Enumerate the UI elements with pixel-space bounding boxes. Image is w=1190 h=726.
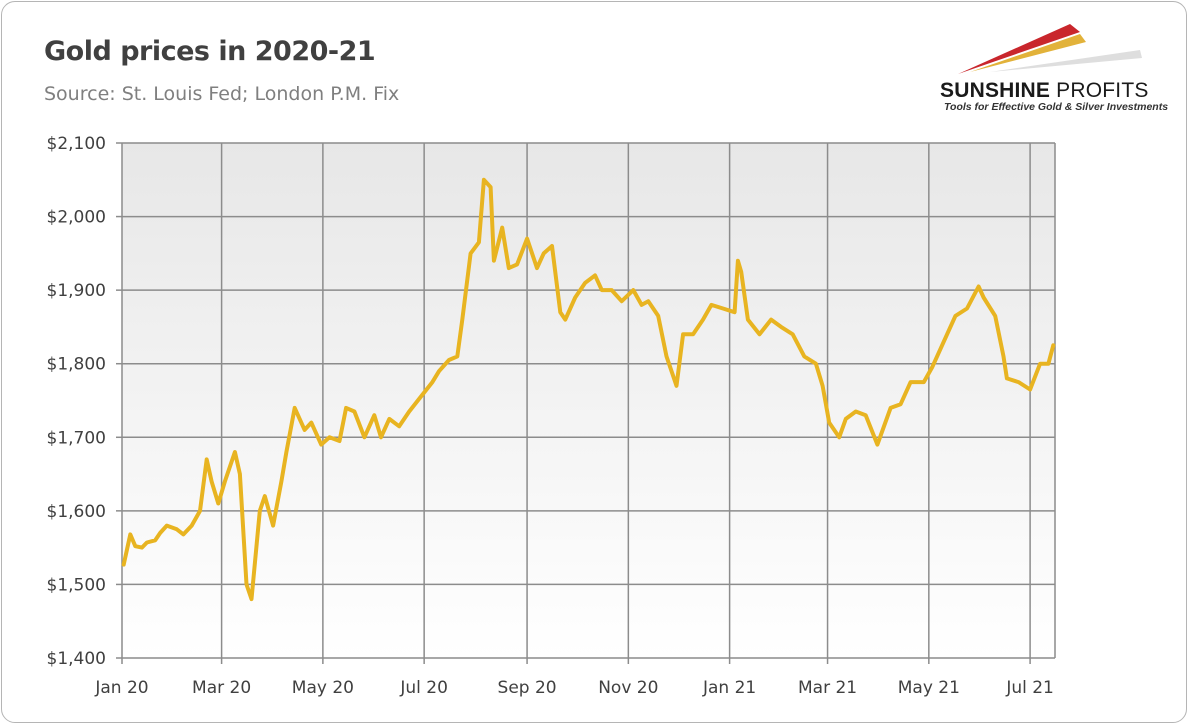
y-axis-ticks: $1,400 $1,500 $1,600 $1,700 $1,800 $1,900 $2,0… <box>47 134 122 669</box>
x-tick-label: Nov 20 <box>598 678 658 698</box>
logo-tagline: Tools for Effective Gold & Silver Invest… <box>944 101 1169 113</box>
logo-name-bold: SUNSHINE <box>940 79 1051 102</box>
logo-swoosh-red <box>958 24 1080 74</box>
logo-name-light: PROFITS <box>1050 79 1149 102</box>
logo-name: SUNSHINE PROFITS <box>940 79 1149 103</box>
y-tick-label: $1,400 <box>47 649 106 669</box>
x-tick-label: Jan 20 <box>94 678 148 698</box>
logo-swoosh-grey <box>990 50 1142 72</box>
gold-price-line <box>121 177 1056 602</box>
x-tick-label: May 20 <box>292 678 354 698</box>
x-tick-label: Jul 21 <box>1005 678 1054 698</box>
x-axis-ticks: Jan 20 Mar 20 May 20 Jul 20 Sep 20 Nov 20 Jan … <box>94 678 1053 698</box>
x-tick-label: Mar 21 <box>798 678 857 698</box>
y-tick-label: $1,900 <box>47 281 106 301</box>
x-tick-label: Jul 20 <box>399 678 448 698</box>
x-tick-label: Mar 20 <box>192 678 251 698</box>
chart-title: Gold prices in 2020-21 <box>44 36 376 67</box>
logo-swoosh-icon <box>958 24 1142 74</box>
grid-lines <box>121 142 1056 664</box>
logo-swoosh-gold <box>970 34 1086 72</box>
y-tick-label: $1,500 <box>47 575 106 595</box>
x-tick-label: Sep 20 <box>498 678 557 698</box>
x-tick-label: Jan 21 <box>702 678 756 698</box>
x-tick-label: May 21 <box>898 678 960 698</box>
y-tick-label: $2,000 <box>47 208 106 228</box>
y-tick-label: $1,600 <box>47 502 106 522</box>
chart-subtitle: Source: St. Louis Fed; London P.M. Fix <box>44 83 400 105</box>
y-tick-label: $1,700 <box>47 428 106 448</box>
y-tick-label: $2,100 <box>47 134 106 154</box>
y-tick-label: $1,800 <box>47 355 106 375</box>
plot-area <box>122 143 1055 658</box>
